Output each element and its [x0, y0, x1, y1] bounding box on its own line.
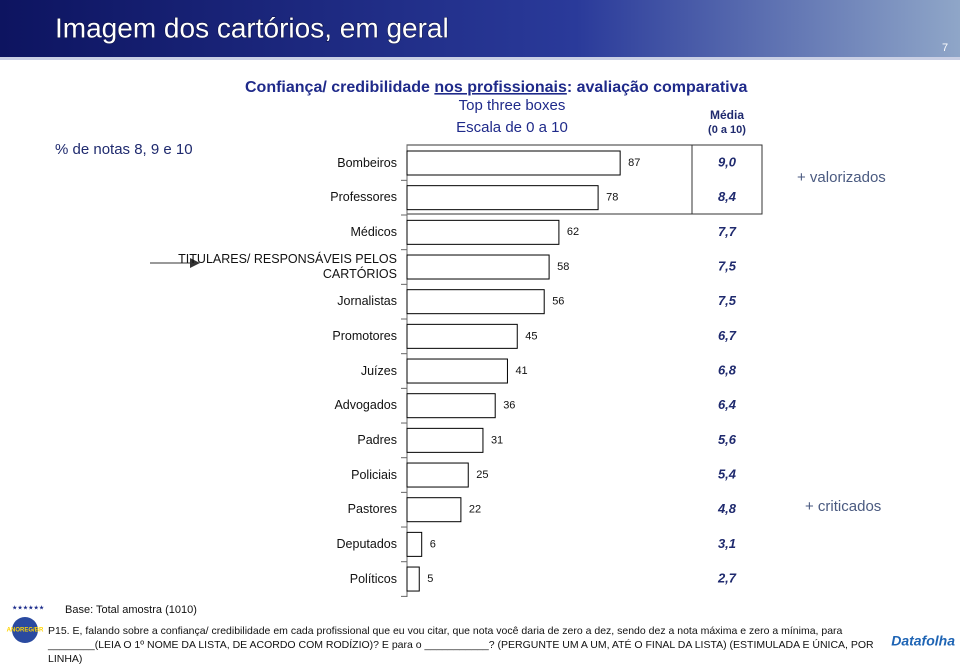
value-label: 45	[525, 330, 537, 342]
average-value: 3,1	[718, 536, 736, 551]
value-label: 36	[503, 400, 515, 412]
bar	[406, 254, 550, 280]
chart-subtitle: Top three boxes	[459, 97, 566, 114]
bar	[406, 427, 484, 453]
bar	[406, 531, 423, 557]
logo-stars: ★★★★★★	[12, 605, 44, 612]
category-label: Advogados	[334, 398, 397, 413]
base-note: Base: Total amostra (1010)	[65, 604, 197, 616]
category-label: Promotores	[332, 328, 397, 343]
annotation: + valorizados	[797, 169, 886, 186]
category-label: Policiais	[351, 467, 397, 482]
average-subtitle: (0 a 10)	[708, 124, 746, 136]
value-label: 6	[430, 538, 436, 550]
bar	[406, 185, 599, 211]
value-axis-label: % de notas 8, 9 e 10	[55, 141, 193, 158]
value-label: 5	[427, 573, 433, 585]
value-label: 78	[606, 192, 618, 204]
logo-emblem	[12, 617, 38, 643]
bar	[406, 219, 560, 245]
logo-datafolha: Datafolha	[891, 633, 955, 649]
bar	[406, 323, 518, 349]
header-band	[0, 0, 960, 57]
average-value: 6,4	[718, 397, 737, 412]
category-label: Médicos	[350, 224, 397, 239]
bar	[406, 150, 621, 176]
average-value: 7,7	[718, 224, 737, 239]
header-rule	[0, 57, 960, 60]
value-label: 62	[567, 226, 579, 238]
category-label: Deputados	[336, 536, 397, 551]
slide-title: Imagem dos cartórios, em geral	[55, 12, 449, 43]
category-label: Professores	[330, 190, 397, 205]
average-value: 6,8	[718, 362, 737, 377]
average-value: 4,8	[717, 501, 737, 516]
value-label: 22	[469, 504, 481, 516]
category-label: Padres	[357, 432, 397, 447]
average-value: 5,6	[718, 432, 737, 447]
category-label: Pastores	[347, 502, 397, 517]
value-label: 56	[552, 296, 564, 308]
bar	[406, 393, 496, 419]
average-value: 8,4	[718, 189, 737, 204]
average-value: 2,7	[717, 570, 737, 585]
category-label: Políticos	[349, 571, 397, 586]
average-title: Média	[710, 108, 744, 122]
bar	[406, 358, 508, 384]
value-label: 58	[557, 261, 569, 273]
arrow	[190, 258, 200, 268]
average-value: 6,7	[718, 328, 737, 343]
logo-text: ANOREG/BR	[7, 628, 44, 634]
bar	[406, 566, 420, 592]
value-label: 31	[491, 434, 503, 446]
bar	[406, 289, 545, 315]
category-label: Jornalistas	[337, 294, 397, 309]
value-label: 41	[515, 365, 527, 377]
value-label: 25	[476, 469, 488, 481]
title-part: Confiança/ credibilidade	[245, 79, 434, 96]
average-value: 5,4	[718, 466, 737, 481]
scale-note: Escala de 0 a 10	[456, 119, 568, 136]
question-text: P15. E, falando sobre a confiança/ credi…	[48, 625, 874, 664]
annotation: + criticados	[805, 498, 881, 515]
category-label: Juízes	[360, 363, 397, 378]
value-label: 87	[628, 157, 640, 169]
bar	[406, 497, 462, 523]
title-part: : avaliação comparativa	[567, 79, 748, 96]
category-label: Bombeiros	[337, 155, 397, 170]
page-number: 7	[942, 42, 948, 54]
average-value: 9,0	[718, 154, 737, 169]
average-value: 7,5	[718, 293, 737, 308]
title-part: nos profissionais	[434, 79, 567, 96]
logo-anoreg: ★★★★★★ ANOREG/BR	[7, 605, 44, 643]
bar	[406, 462, 469, 488]
average-value: 7,5	[718, 258, 737, 273]
chart-title: Confiança/ credibilidade nos profissiona…	[245, 79, 747, 96]
category-label: TITULARES/ RESPONSÁVEIS PELOS CARTÓRIOS	[178, 252, 397, 281]
